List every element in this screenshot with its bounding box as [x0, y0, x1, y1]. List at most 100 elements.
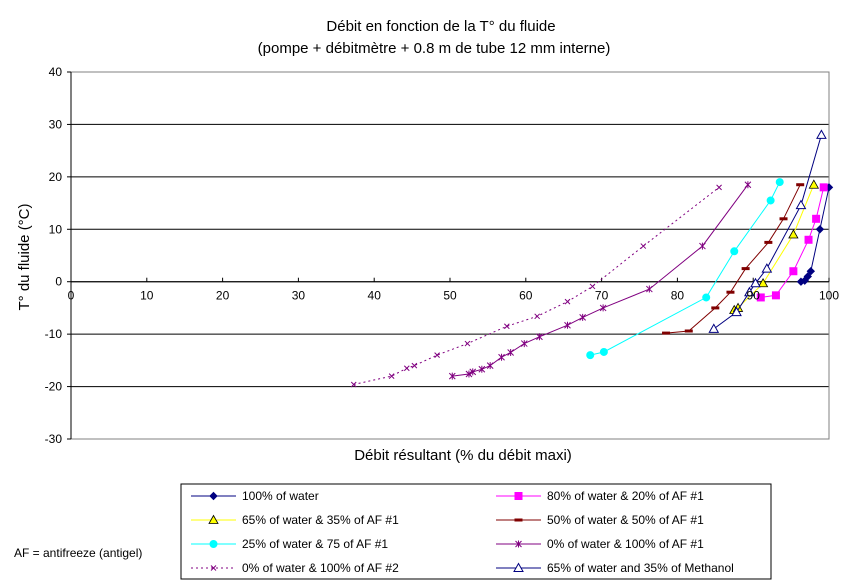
data-point [804, 235, 813, 244]
x-tick-label: 50 [443, 289, 457, 303]
data-point [750, 277, 761, 288]
legend-item: 50% of water & 50% of AF #1 [496, 513, 704, 527]
data-point [702, 293, 711, 302]
data-point [350, 381, 357, 388]
data-point [744, 181, 752, 189]
data-point [730, 247, 739, 256]
legend-label: 50% of water & 50% of AF #1 [547, 513, 704, 527]
data-point [564, 298, 571, 305]
x-tick-label: 90 [747, 289, 761, 303]
legend-item: 65% of water & 35% of AF #1 [191, 513, 399, 527]
series-line [665, 184, 801, 334]
data-point [514, 518, 523, 522]
legend-item: 80% of water & 20% of AF #1 [496, 489, 704, 503]
legend-box [180, 483, 772, 580]
y-tick-label: -20 [45, 380, 63, 394]
footnote: AF = antifreeze (antigel) [14, 546, 142, 560]
data-point [536, 333, 543, 341]
data-point [403, 365, 410, 372]
data-point [764, 240, 773, 244]
data-point [514, 492, 523, 500]
data-point [599, 347, 608, 356]
legend-item: 0% of water & 100% of AF #2 [191, 561, 399, 575]
data-point [579, 313, 587, 321]
data-point [640, 243, 647, 249]
axis-lines [67, 71, 830, 440]
y-tick-label: 40 [49, 65, 63, 79]
x-tick-label: 30 [292, 289, 306, 303]
data-point [731, 306, 742, 317]
y-tick-label: 30 [49, 117, 63, 131]
data-point [411, 362, 418, 369]
data-point [716, 184, 722, 191]
data-point [757, 277, 769, 288]
x-axis-label: Débit résultant (% du débit maxi) [354, 447, 572, 464]
data-point [775, 178, 784, 187]
data-point [819, 183, 828, 192]
y-tick-label: -30 [45, 432, 63, 446]
y-tick-label: 0 [55, 275, 62, 289]
plot-area [70, 71, 830, 440]
data-point [803, 272, 812, 281]
data-point [779, 217, 788, 221]
series-6 [448, 181, 752, 380]
data-point [503, 323, 510, 330]
legend-item: 65% of water and 35% of Methanol [496, 561, 734, 575]
series-line [452, 184, 749, 377]
legend-label: 80% of water & 20% of AF #1 [547, 489, 704, 503]
series-2 [756, 183, 828, 302]
data-point [708, 323, 720, 333]
data-point [788, 229, 799, 239]
data-point [520, 340, 528, 348]
data-point [209, 540, 218, 548]
data-point [507, 348, 514, 356]
data-point [711, 306, 720, 310]
data-point [744, 286, 755, 297]
data-point [684, 329, 693, 333]
data-point [771, 291, 780, 300]
data-point [498, 353, 505, 361]
y-tick-label: -10 [45, 327, 63, 341]
x-tick-label: 40 [368, 289, 382, 303]
legend-item: 0% of water & 100% of AF #1 [496, 537, 704, 551]
x-tick-label: 100 [819, 289, 839, 303]
data-point [795, 199, 807, 210]
data-point [465, 370, 473, 378]
data-point [589, 283, 596, 290]
data-point [806, 267, 816, 276]
data-point [699, 242, 706, 250]
chart-title: Débit en fonction de la T° du fluide [326, 18, 555, 35]
series-line [353, 186, 720, 385]
legend-label: 0% of water & 100% of AF #1 [547, 537, 704, 551]
grid-lines [71, 71, 829, 440]
series-group [350, 129, 834, 388]
series-4 [662, 183, 805, 335]
legend-item: 25% of water & 75 of AF #1 [191, 537, 388, 551]
x-tick-label: 0 [68, 289, 75, 303]
data-point [210, 565, 217, 571]
data-point [766, 196, 775, 205]
legend-label: 100% of water [242, 489, 319, 503]
data-point [761, 263, 773, 273]
data-point [515, 540, 522, 548]
legend-item: 100% of water [191, 489, 319, 503]
legend-label: 0% of water & 100% of AF #2 [242, 561, 399, 575]
data-point [469, 368, 477, 376]
series-8 [708, 129, 827, 333]
data-point [388, 373, 395, 379]
data-point [796, 183, 805, 187]
legend-label: 25% of water & 75 of AF #1 [242, 537, 388, 551]
data-point [646, 285, 653, 293]
series-5 [586, 178, 784, 360]
data-point [741, 267, 750, 271]
series-1 [796, 183, 834, 286]
series-line [713, 134, 822, 330]
x-tick-label: 60 [519, 289, 533, 303]
data-point [478, 365, 486, 373]
data-point [464, 340, 471, 347]
data-point [816, 129, 827, 139]
data-point [434, 352, 440, 358]
data-point [756, 293, 765, 302]
data-point [208, 514, 219, 524]
y-tick-label: 10 [49, 222, 63, 236]
